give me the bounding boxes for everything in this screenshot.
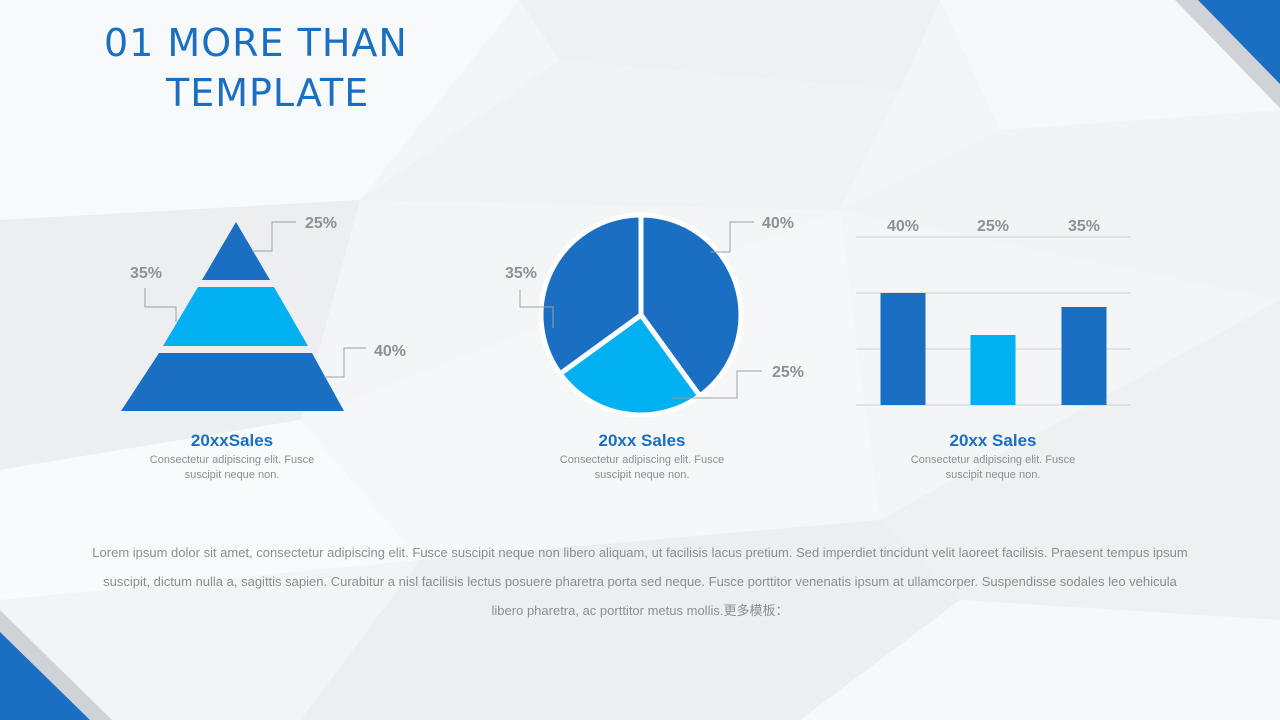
pie-leader-25 <box>672 370 762 399</box>
pyramid-chart: 25% 35% 40% <box>121 215 406 411</box>
pie-chart: 40% 35% 25% <box>505 212 804 418</box>
pie-leader-40 <box>710 221 754 253</box>
bar-label-0: 40% <box>887 218 919 235</box>
bar-label-1: 25% <box>977 218 1009 235</box>
corner-accent-top-right <box>1175 0 1280 108</box>
bar-2 <box>1061 307 1107 405</box>
body-paragraph: Lorem ipsum dolor sit amet, consectetur … <box>92 545 1188 618</box>
pyramid-level-middle <box>163 287 308 346</box>
pie-leader-35 <box>519 290 554 328</box>
bar-label-2: 35% <box>1068 218 1100 235</box>
pyramid-label-middle: 35% <box>130 265 162 282</box>
pie-label-40: 40% <box>762 215 794 232</box>
pie-caption-title: 20xx Sales <box>598 431 686 450</box>
pyramid-leader-bottom <box>324 347 366 378</box>
pyramid-level-top <box>202 222 270 280</box>
bar-1 <box>970 335 1016 405</box>
pyramid-label-bottom: 40% <box>374 343 406 360</box>
page-title: 01 MORE THAN TEMPLATE <box>104 18 524 118</box>
pyramid-leader-middle <box>144 288 177 322</box>
corner-accent-bottom-left <box>0 610 112 720</box>
pie-slice-1 <box>557 312 703 418</box>
page-title-line1: 01 MORE THAN <box>104 21 408 65</box>
pyramid-level-bottom <box>121 353 344 411</box>
pyramid-caption-title: 20xxSales <box>190 431 274 450</box>
pyramid-caption-description: Consectetur adipiscing elit. Fusce susci… <box>149 454 315 481</box>
pie-caption-description: Consectetur adipiscing elit. Fusce susci… <box>559 454 725 481</box>
pie-label-35: 35% <box>505 265 537 282</box>
bar-0 <box>880 293 926 405</box>
pie-label-25: 25% <box>772 364 804 381</box>
pyramid-label-top: 25% <box>305 215 337 232</box>
bar-caption-title: 20xx Sales <box>949 431 1037 450</box>
pyramid-leader-top <box>252 221 296 252</box>
bar-caption-description: Consectetur adipiscing elit. Fusce susci… <box>910 454 1076 481</box>
bar-chart: 40% 25% 35% <box>856 218 1131 406</box>
pie-slice-0 <box>638 212 744 399</box>
pie-slice-2 <box>538 212 644 377</box>
page-title-line2: TEMPLATE <box>166 71 370 115</box>
